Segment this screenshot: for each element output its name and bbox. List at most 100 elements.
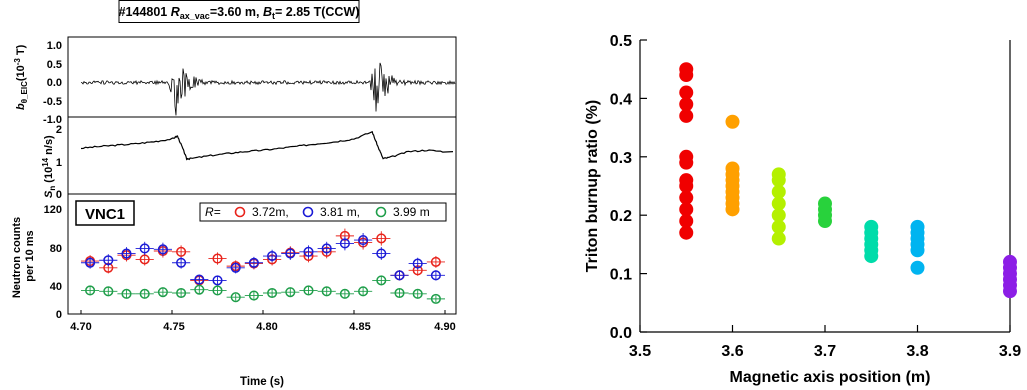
vnc1-label-box xyxy=(75,200,135,226)
x-tick-label: 4.90 xyxy=(434,321,455,333)
y-tick-label: 0.2 xyxy=(610,208,632,225)
burnup-point xyxy=(771,231,786,246)
data-point xyxy=(339,238,350,249)
data-point xyxy=(248,257,259,268)
data-point xyxy=(157,287,168,298)
title-r-value: =3.60 m, xyxy=(210,5,263,19)
burnup-point xyxy=(771,167,786,182)
y-axis-label: bθ_EIC(10-3 T) xyxy=(13,44,29,110)
x-tick-label: 3.7 xyxy=(814,343,836,360)
title-b-subscript: t xyxy=(272,11,275,21)
y-tick-labels: 120 80 40 0 xyxy=(44,204,62,321)
data-point xyxy=(176,287,187,299)
data-point xyxy=(358,235,369,246)
data-point xyxy=(139,288,150,299)
burnup-point xyxy=(818,196,832,211)
y-tick-label: 120 xyxy=(44,204,62,216)
ylabel-subscript: θ_EIC xyxy=(20,81,29,103)
data-point xyxy=(267,287,278,299)
data-point xyxy=(121,288,132,299)
title-b-value: = 2.85 T(CCW) xyxy=(275,5,359,19)
y-tick-labels: 2 1 0 xyxy=(56,124,62,201)
legend-label-381: 3.81 m, xyxy=(320,205,360,219)
y-tick-label: 1 xyxy=(56,157,62,169)
x-tick-label: 4.80 xyxy=(256,321,277,333)
x-tick-label: 3.8 xyxy=(906,343,928,360)
data-point xyxy=(376,233,387,244)
y-axis-label: Triton burnup ratio (%) xyxy=(584,100,601,272)
data-point xyxy=(267,250,278,262)
data-point xyxy=(376,275,387,286)
ylabel-symbol: S xyxy=(43,190,55,198)
neutron-count-points xyxy=(80,228,446,314)
data-point xyxy=(121,248,132,259)
data-point xyxy=(230,262,241,273)
data-point xyxy=(212,253,223,264)
data-point xyxy=(430,293,441,304)
x-axis-label: Time (s) xyxy=(240,376,284,388)
ylabel-exponent: -3 xyxy=(13,58,22,66)
neutron-rate-trace xyxy=(80,130,454,161)
data-point xyxy=(394,287,405,299)
burnup-point xyxy=(679,62,694,77)
y-tick-labels: 0.5 0.4 0.3 0.2 0.1 0.0 xyxy=(610,33,647,342)
legend-prefix: R= xyxy=(205,205,221,219)
ylabel-line-2: per 10 ms xyxy=(24,230,36,281)
burnup-point xyxy=(910,260,925,275)
y-tick-label: 0.3 xyxy=(610,150,632,167)
panel-neutron-counts: 120 80 40 0 4.70 4.75 4.80 4.85 4.90 Neu… xyxy=(11,193,457,388)
data-point xyxy=(85,285,96,296)
y-tick-label: 0.0 xyxy=(47,77,62,89)
ylabel-exponent: 14 xyxy=(41,157,50,166)
data-point xyxy=(303,285,314,296)
burnup-point xyxy=(679,173,694,188)
title-text: #144801 Rax_vac=3.60 m, Bt= 2.85 T(CCW) xyxy=(119,5,360,21)
y-tick-label: 0 xyxy=(56,309,62,321)
title-r-subscript: ax_vac xyxy=(180,11,210,21)
data-point xyxy=(321,286,332,297)
data-point xyxy=(285,248,296,259)
panel-frame xyxy=(67,193,457,315)
legend-label-372: 3.72m, xyxy=(252,205,289,219)
y-tick-label: 0 xyxy=(56,189,62,201)
legend-marker-381 xyxy=(302,206,314,218)
y-tick-label: 40 xyxy=(50,281,62,293)
y-tick-label: 0.0 xyxy=(610,325,632,342)
legend-label-399: 3.99 m xyxy=(393,205,430,219)
data-point xyxy=(248,290,259,301)
panel-b-fluctuation: 1.0 0.5 0.0 -0.5 -1.0 bθ_EIC(10-3 T) xyxy=(13,36,457,126)
vnc1-label: VNC1 xyxy=(85,206,125,223)
y-tick-label: 80 xyxy=(50,243,62,255)
data-point xyxy=(103,286,114,297)
burnup-point xyxy=(679,202,694,217)
burnup-point xyxy=(725,114,740,129)
burnup-point xyxy=(679,97,694,112)
burnup-point xyxy=(679,190,694,205)
burnup-point xyxy=(864,219,879,234)
data-point xyxy=(394,270,405,281)
x-tick-labels: 4.70 4.75 4.80 4.85 4.90 xyxy=(70,321,455,333)
ylabel-symbol: b xyxy=(15,103,27,110)
data-point xyxy=(85,257,96,268)
left-figure-title: #144801 Rax_vac=3.60 m, Bt= 2.85 T(CCW) xyxy=(118,0,360,23)
title-r-symbol: R xyxy=(171,5,180,19)
burnup-point xyxy=(725,161,740,176)
title-frame xyxy=(118,0,360,23)
data-point xyxy=(285,287,296,298)
burnup-point xyxy=(771,196,786,211)
burnup-point xyxy=(771,208,786,223)
y-tick-label: 0.5 xyxy=(47,59,62,71)
burnup-point xyxy=(771,219,786,234)
data-point xyxy=(430,256,441,267)
y-tick-label: 1.0 xyxy=(47,40,62,52)
x-tick-label: 4.85 xyxy=(349,321,370,333)
ylabel-subscript: n xyxy=(48,186,57,191)
data-point xyxy=(412,288,423,299)
ylabel-unit-tail: n/s) xyxy=(43,135,55,158)
data-point xyxy=(303,246,314,257)
y-tick-label: 2 xyxy=(56,124,62,136)
y-tick-label: -1.0 xyxy=(43,114,62,126)
legend-marker-399 xyxy=(375,206,387,218)
triton-burnup-chart: 0.5 0.4 0.3 0.2 0.1 0.0 3.5 3.6 3.7 3.8 3.9 Trito… xyxy=(584,33,1021,386)
